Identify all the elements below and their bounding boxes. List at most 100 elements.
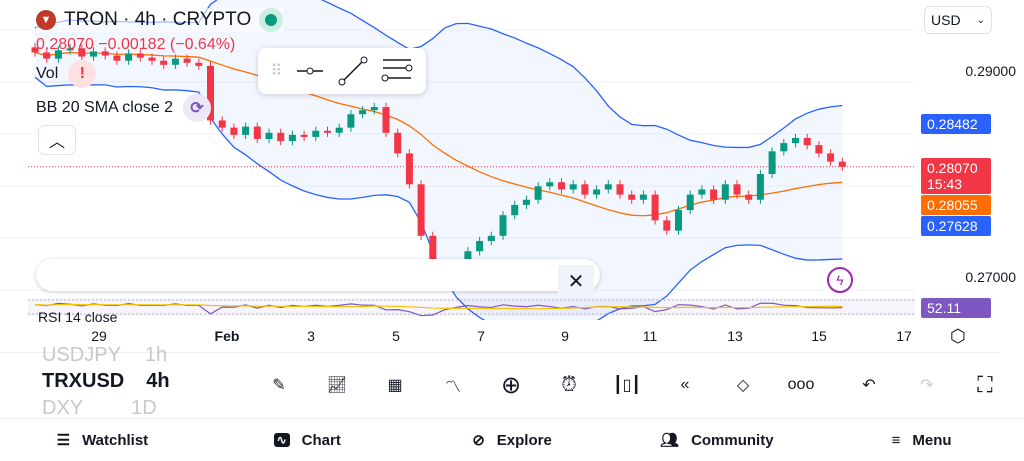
candle bbox=[183, 58, 191, 63]
upper-band-tag: 0.28482 bbox=[921, 114, 991, 134]
nav-label: Chart bbox=[301, 431, 341, 449]
nav-watchlist[interactable]: ☰ Watchlist bbox=[0, 419, 205, 461]
fullscreen-icon[interactable]: ⛶ bbox=[977, 372, 993, 397]
undo-icon[interactable]: ↶ bbox=[862, 377, 876, 394]
price-tick: 0.27000 bbox=[965, 269, 1016, 285]
candle bbox=[429, 235, 437, 277]
candle bbox=[768, 151, 776, 174]
warning-icon[interactable]: ! bbox=[68, 60, 97, 88]
candle bbox=[148, 57, 156, 61]
last-price: 0.28070 bbox=[927, 160, 978, 176]
horizontal-line-icon[interactable] bbox=[295, 61, 325, 81]
tf-prev[interactable]: 1h bbox=[144, 344, 168, 366]
compass-icon: ⊘ bbox=[472, 432, 485, 449]
symbol-title[interactable]: TRON · 4h · CRYPTO bbox=[64, 9, 252, 30]
trend-icon[interactable]: 〽 bbox=[444, 379, 461, 396]
candle bbox=[487, 235, 495, 241]
symbol-current[interactable]: TRXUSD bbox=[42, 370, 125, 392]
price-change: 0.28070 −0.00182 (−0.64%) bbox=[36, 36, 236, 53]
more-icon[interactable]: ooo bbox=[787, 376, 815, 393]
bottom-toolbar: ✎ 📈︎ ▦ 〽 ⊕ ⏰︎ ┃▯┃ « ◇ ooo ↶ ↷ ⛶ bbox=[250, 366, 1014, 404]
time-tick: 17 bbox=[896, 328, 912, 344]
watchlist-icon: ☰ bbox=[56, 432, 71, 449]
collapse-legend-button[interactable]: ︿ bbox=[38, 125, 76, 155]
indicator-bb[interactable]: BB 20 SMA close 2 ⟳ bbox=[36, 94, 283, 122]
candle bbox=[347, 114, 355, 128]
tron-logo-icon: ▼ bbox=[36, 10, 56, 30]
nav-chart[interactable]: ∿ Chart bbox=[205, 419, 410, 461]
rewind-icon[interactable]: « bbox=[680, 376, 690, 393]
candle bbox=[195, 62, 203, 66]
candle bbox=[265, 132, 273, 139]
lightning-icon[interactable]: ϟ bbox=[827, 267, 853, 293]
candle bbox=[417, 184, 425, 236]
nav-label: Watchlist bbox=[82, 431, 149, 449]
rsi-background bbox=[28, 298, 915, 316]
settings-hexagon-icon[interactable]: ⬡ bbox=[950, 326, 966, 346]
candle bbox=[522, 199, 530, 205]
candle bbox=[31, 47, 39, 53]
indicator-label: BB 20 SMA close 2 bbox=[36, 99, 173, 116]
candle bbox=[780, 143, 788, 152]
parallel-lines-icon[interactable] bbox=[381, 56, 413, 86]
nav-explore[interactable]: ⊘ Explore bbox=[410, 419, 615, 461]
candle bbox=[628, 194, 636, 200]
candle bbox=[675, 210, 682, 231]
plus-circle-icon[interactable]: ⊕ bbox=[500, 371, 522, 399]
trend-line-icon[interactable] bbox=[338, 56, 368, 86]
alarm-icon[interactable]: ⏰︎ bbox=[561, 373, 577, 396]
time-tick: 3 bbox=[307, 328, 315, 344]
layers-icon[interactable]: ◇ bbox=[736, 377, 750, 394]
candle bbox=[721, 184, 729, 200]
candle bbox=[218, 120, 226, 128]
drag-handle-icon[interactable]: ⠿ bbox=[270, 63, 283, 80]
rsi-ma-line bbox=[34, 303, 843, 310]
candle bbox=[663, 220, 671, 231]
candle bbox=[476, 240, 484, 252]
bottom-input-bar[interactable] bbox=[36, 259, 600, 291]
indicator-vol[interactable]: Vol! bbox=[36, 60, 283, 88]
symbol-picker[interactable]: USDJPY 1h TRXUSD 4h DXY 1D bbox=[42, 344, 170, 419]
market-open-icon bbox=[259, 8, 284, 32]
refresh-icon[interactable]: ⟳ bbox=[182, 94, 211, 122]
currency-value: USD bbox=[931, 12, 961, 28]
candles-icon[interactable]: ┃▯┃ bbox=[612, 377, 642, 394]
redo-icon[interactable]: ↷ bbox=[920, 377, 934, 394]
candle bbox=[639, 194, 647, 200]
time-tick: 9 bbox=[561, 328, 569, 344]
nav-menu[interactable]: ≡ Menu bbox=[819, 419, 1024, 461]
grid-icon[interactable]: ▦ bbox=[387, 377, 403, 394]
candle bbox=[54, 50, 62, 59]
divider bbox=[0, 352, 1000, 353]
candle bbox=[511, 204, 519, 216]
tf-next[interactable]: 1D bbox=[131, 397, 157, 419]
currency-select[interactable]: USD ⌄ bbox=[924, 6, 992, 34]
candle bbox=[136, 53, 144, 58]
symbol-next[interactable]: DXY bbox=[42, 397, 84, 419]
bb-basis bbox=[34, 51, 843, 217]
close-icon[interactable]: ✕ bbox=[558, 265, 594, 297]
candle bbox=[324, 130, 331, 133]
candle bbox=[792, 137, 799, 144]
price-tick: 0.29000 bbox=[965, 63, 1016, 79]
candle bbox=[78, 48, 86, 57]
tf-current[interactable]: 4h bbox=[146, 370, 170, 392]
candle bbox=[359, 110, 367, 115]
candle bbox=[312, 130, 320, 137]
lower-band-tag: 0.27628 bbox=[921, 216, 991, 236]
pencil-icon[interactable]: ✎ bbox=[272, 377, 286, 394]
candle bbox=[66, 48, 74, 51]
candle bbox=[335, 127, 343, 133]
candle bbox=[827, 153, 835, 162]
drawing-floating-toolbar: ⠿ bbox=[258, 48, 426, 94]
candle bbox=[253, 126, 261, 139]
rsi-value-tag: 52.11 bbox=[921, 298, 991, 318]
time-tick: 5 bbox=[392, 328, 400, 344]
candle bbox=[686, 194, 694, 211]
candle bbox=[394, 132, 402, 154]
nav-community[interactable]: 👥︎ Community bbox=[614, 419, 819, 461]
candle bbox=[113, 55, 121, 61]
chevron-down-icon: ⌄ bbox=[976, 14, 985, 26]
symbol-prev[interactable]: USDJPY bbox=[42, 344, 121, 366]
indicators-icon[interactable]: 📈︎ bbox=[326, 377, 348, 394]
